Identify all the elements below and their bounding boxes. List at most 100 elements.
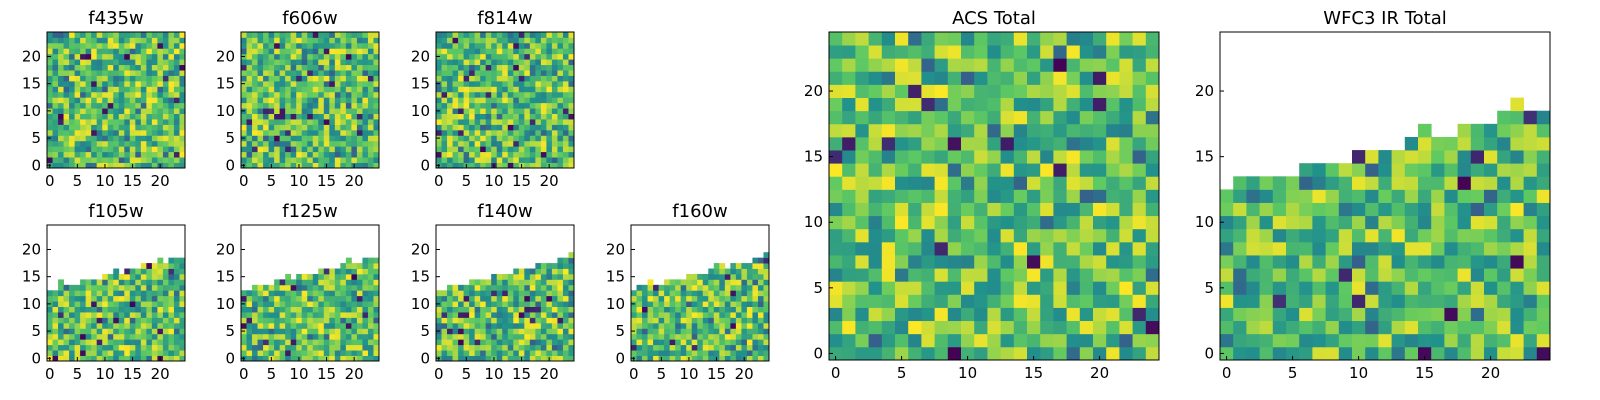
heatmap-cell — [1119, 268, 1133, 282]
heatmap-cell — [107, 284, 114, 291]
heatmap-cell — [642, 328, 648, 335]
heatmap-cell — [895, 176, 909, 190]
heatmap-cell — [1470, 320, 1485, 335]
heatmap-cell — [146, 344, 153, 351]
heatmap-cell — [557, 328, 564, 335]
heatmap-cell — [140, 339, 147, 346]
heatmap-cell — [686, 306, 693, 313]
heatmap-cell — [85, 146, 92, 153]
heatmap-cell — [367, 312, 374, 318]
heatmap-cell — [697, 328, 704, 335]
heatmap-cell — [241, 32, 247, 38]
heatmap-cell — [157, 108, 164, 114]
heatmap-cell — [947, 241, 962, 256]
heatmap-cell — [496, 119, 503, 125]
heatmap-cell — [373, 42, 380, 49]
heatmap-cell — [1536, 255, 1551, 269]
heatmap-cell — [934, 241, 949, 256]
heatmap-cell — [458, 350, 464, 356]
heatmap-cell — [323, 113, 330, 120]
heatmap-cell — [351, 70, 358, 76]
heatmap-cell — [961, 110, 975, 125]
heatmap-cell — [118, 102, 125, 109]
heatmap-cell — [1299, 163, 1313, 177]
heatmap-cell — [881, 215, 896, 230]
heatmap-cell — [168, 113, 175, 120]
heatmap-cell — [1325, 346, 1340, 361]
heatmap-cell — [102, 157, 109, 163]
heatmap-cell — [1272, 294, 1287, 308]
heatmap-cell — [318, 306, 325, 313]
x-tick-label: 15 — [123, 172, 142, 190]
heatmap-cell — [345, 119, 352, 125]
heatmap-cell — [469, 355, 476, 362]
heatmap-cell — [697, 312, 704, 318]
heatmap-cell — [345, 312, 352, 318]
heatmap-cell — [241, 333, 247, 340]
heatmap-cell — [987, 123, 1001, 138]
heatmap-cell — [69, 48, 75, 55]
heatmap-cell — [535, 64, 542, 71]
heatmap-cell — [735, 306, 742, 313]
heatmap-cell — [524, 70, 531, 76]
heatmap-cell — [752, 312, 759, 318]
heatmap-cell — [135, 355, 142, 362]
heatmap-cell — [502, 91, 509, 98]
heatmap-cell — [469, 344, 476, 351]
heatmap-cell — [329, 355, 336, 362]
heatmap-cell — [241, 290, 247, 297]
heatmap-cell — [367, 80, 374, 87]
heatmap-cell — [1378, 189, 1392, 203]
heatmap-cell — [507, 113, 514, 120]
heatmap-cell — [69, 113, 75, 120]
heatmap-cell — [124, 37, 131, 44]
heatmap-cell — [246, 48, 253, 55]
heatmap-cell — [485, 146, 492, 153]
heatmap-cell — [179, 290, 186, 297]
heatmap-cell — [151, 151, 158, 158]
heatmap-cell — [168, 97, 175, 104]
heatmap-cell — [491, 135, 498, 142]
heatmap-cell — [69, 124, 75, 131]
heatmap-cell — [74, 306, 81, 313]
heatmap-cell — [52, 162, 59, 169]
heatmap-cell — [323, 317, 330, 324]
heatmap-cell — [274, 350, 281, 356]
heatmap-cell — [241, 42, 247, 49]
heatmap-cell — [647, 279, 654, 286]
heatmap-cell — [1119, 32, 1133, 46]
heatmap-cell — [513, 108, 520, 114]
heatmap-cell — [140, 97, 147, 104]
heatmap-cell — [1259, 189, 1274, 203]
heatmap-cell — [296, 53, 303, 60]
heatmap-cell — [496, 75, 503, 82]
heatmap-cell — [568, 59, 575, 66]
heatmap-cell — [469, 59, 476, 66]
heatmap-cell — [1093, 333, 1107, 348]
heatmap-cell — [168, 284, 175, 291]
heatmap-cell — [290, 135, 297, 142]
heatmap-cell — [129, 124, 136, 131]
heatmap-cell — [1233, 346, 1247, 361]
heatmap-cell — [1220, 333, 1234, 348]
heatmap-cell — [551, 301, 558, 307]
heatmap-cell — [1325, 202, 1340, 217]
heatmap-cell — [373, 157, 380, 163]
heatmap-cell — [458, 151, 464, 158]
heatmap-cell — [658, 328, 665, 335]
heatmap-cell — [724, 295, 731, 302]
heatmap-cell — [285, 113, 292, 120]
heatmap-cell — [323, 80, 330, 87]
heatmap-cell — [257, 312, 264, 318]
heatmap-cell — [1106, 215, 1120, 230]
heatmap-cell — [91, 146, 98, 153]
heatmap-cell — [735, 273, 742, 280]
heatmap-cell — [107, 64, 114, 71]
heatmap-cell — [535, 59, 542, 66]
heatmap-cell — [173, 301, 180, 307]
heatmap-cell — [1000, 228, 1015, 243]
heatmap-cell — [1013, 333, 1028, 348]
heatmap-cell — [895, 202, 909, 217]
heatmap-cell — [140, 129, 147, 136]
heatmap-cell — [85, 333, 92, 340]
